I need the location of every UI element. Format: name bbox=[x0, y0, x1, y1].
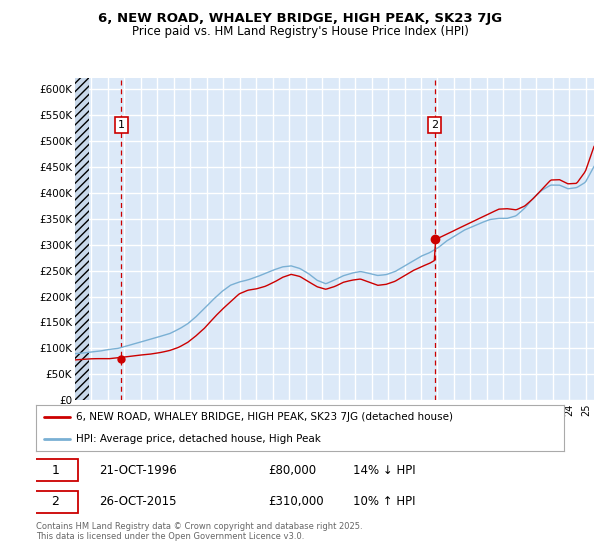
Text: 2: 2 bbox=[52, 495, 59, 508]
Text: £80,000: £80,000 bbox=[268, 464, 316, 477]
Bar bbox=[75, 78, 89, 400]
Text: Price paid vs. HM Land Registry's House Price Index (HPI): Price paid vs. HM Land Registry's House … bbox=[131, 25, 469, 38]
Text: 6, NEW ROAD, WHALEY BRIDGE, HIGH PEAK, SK23 7JG: 6, NEW ROAD, WHALEY BRIDGE, HIGH PEAK, S… bbox=[98, 12, 502, 25]
Text: 21-OCT-1996: 21-OCT-1996 bbox=[100, 464, 177, 477]
Text: 1: 1 bbox=[52, 464, 59, 477]
FancyBboxPatch shape bbox=[34, 459, 78, 481]
Text: HPI: Average price, detached house, High Peak: HPI: Average price, detached house, High… bbox=[76, 435, 320, 444]
Text: Contains HM Land Registry data © Crown copyright and database right 2025.
This d: Contains HM Land Registry data © Crown c… bbox=[36, 522, 362, 542]
Text: 6, NEW ROAD, WHALEY BRIDGE, HIGH PEAK, SK23 7JG (detached house): 6, NEW ROAD, WHALEY BRIDGE, HIGH PEAK, S… bbox=[76, 412, 452, 422]
Text: 14% ↓ HPI: 14% ↓ HPI bbox=[353, 464, 415, 477]
Text: 2: 2 bbox=[431, 120, 438, 130]
Text: 10% ↑ HPI: 10% ↑ HPI bbox=[353, 495, 415, 508]
Text: 26-OCT-2015: 26-OCT-2015 bbox=[100, 495, 177, 508]
FancyBboxPatch shape bbox=[34, 491, 78, 512]
Text: £310,000: £310,000 bbox=[268, 495, 324, 508]
Text: 1: 1 bbox=[118, 120, 125, 130]
